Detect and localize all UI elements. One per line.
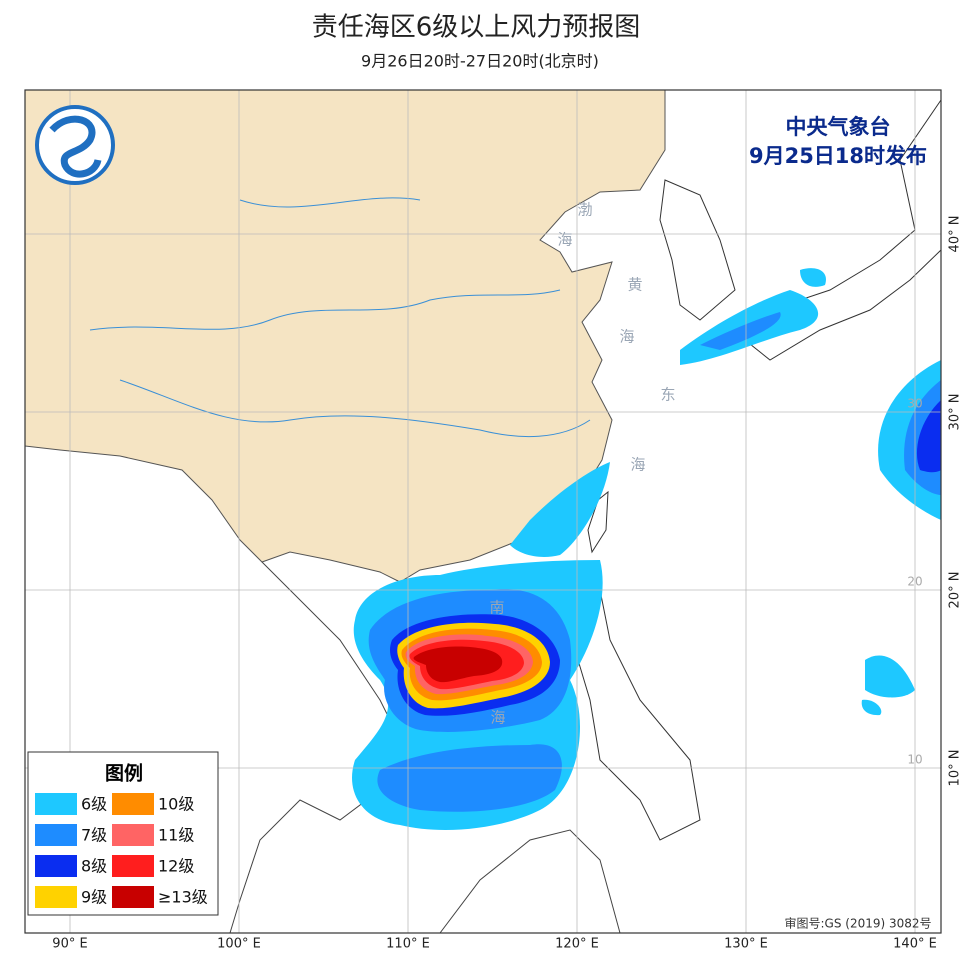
lon-label: 140° E bbox=[893, 937, 937, 952]
legend-swatch bbox=[112, 886, 154, 908]
wind-area bbox=[510, 462, 610, 557]
subtitle: 9月26日20时-27日20时(北京时) bbox=[361, 52, 599, 71]
lon-label: 100° E bbox=[217, 937, 261, 952]
legend: 图例 6级 7级 8级 9级 10级 11级 12级 ≥13级 bbox=[27, 751, 219, 916]
wind-area bbox=[916, 400, 941, 473]
legend-swatch bbox=[112, 824, 154, 846]
map-area: 30 20 10 bbox=[25, 90, 941, 933]
wind-area bbox=[700, 312, 781, 350]
legend-label: 12级 bbox=[158, 857, 194, 876]
sea-label: 南 bbox=[489, 599, 504, 617]
grid-number: 30 bbox=[907, 397, 922, 411]
legend-swatch bbox=[112, 793, 154, 815]
graticule: 30 20 10 bbox=[25, 90, 941, 933]
sea-label: 东 bbox=[660, 386, 675, 404]
wind-area bbox=[861, 699, 882, 716]
legend-label: 9级 bbox=[81, 888, 107, 907]
wind-areas bbox=[352, 268, 941, 830]
sea-label: 海 bbox=[619, 328, 634, 346]
lon-label: 110° E bbox=[386, 937, 430, 952]
approval-number: 审图号:GS (2019) 3082号 bbox=[784, 916, 931, 931]
sea-label: 海 bbox=[557, 231, 572, 249]
issue-time: 9月25日18时发布 bbox=[749, 144, 927, 168]
legend-label: 11级 bbox=[158, 826, 194, 845]
legend-label: 10级 bbox=[158, 795, 194, 814]
sea-label: 海 bbox=[630, 456, 645, 474]
taiwan bbox=[587, 490, 609, 554]
korea bbox=[659, 179, 736, 321]
grid-number: 20 bbox=[907, 575, 922, 589]
issuer-name: 中央气象台 bbox=[786, 115, 891, 139]
map-frame bbox=[24, 89, 942, 934]
legend-label: ≥13级 bbox=[158, 888, 208, 907]
legend-swatch bbox=[112, 855, 154, 877]
lon-label: 130° E bbox=[724, 937, 768, 952]
legend-label: 6级 bbox=[81, 795, 107, 814]
legend-label: 7级 bbox=[81, 826, 107, 845]
wind-area bbox=[413, 646, 503, 683]
lon-label: 90° E bbox=[52, 937, 87, 952]
legend-swatch bbox=[35, 855, 77, 877]
philippines bbox=[574, 589, 701, 841]
lat-label: 30° N bbox=[948, 394, 963, 431]
lon-label: 120° E bbox=[555, 937, 599, 952]
lat-label: 20° N bbox=[948, 572, 963, 609]
wind-area bbox=[800, 268, 826, 287]
rivers bbox=[89, 197, 591, 437]
grid-number: 10 bbox=[907, 753, 922, 767]
title: 责任海区6级以上风力预报图 bbox=[312, 13, 641, 43]
legend-swatch bbox=[35, 886, 77, 908]
legend-label: 8级 bbox=[81, 857, 107, 876]
logo bbox=[35, 105, 115, 185]
borneo-coast bbox=[439, 829, 621, 933]
wind-area bbox=[865, 655, 915, 698]
legend-title: 图例 bbox=[105, 762, 143, 785]
lat-label: 10° N bbox=[948, 750, 963, 787]
sea-label: 渤 bbox=[577, 201, 592, 219]
legend-swatch bbox=[35, 793, 77, 815]
wind-area bbox=[377, 744, 562, 812]
lat-label: 40° N bbox=[948, 216, 963, 253]
sea-label: 海 bbox=[490, 709, 505, 727]
legend-swatch bbox=[35, 824, 77, 846]
sea-label: 黄 bbox=[627, 276, 642, 294]
